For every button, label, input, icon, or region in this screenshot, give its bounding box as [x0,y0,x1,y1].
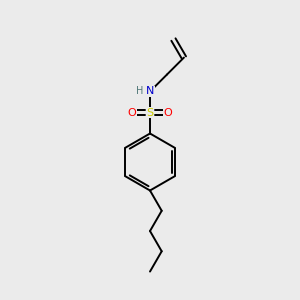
Text: O: O [164,107,172,118]
Text: N: N [146,86,154,97]
Text: S: S [146,107,154,118]
Text: H: H [136,86,143,96]
Text: O: O [128,107,136,118]
